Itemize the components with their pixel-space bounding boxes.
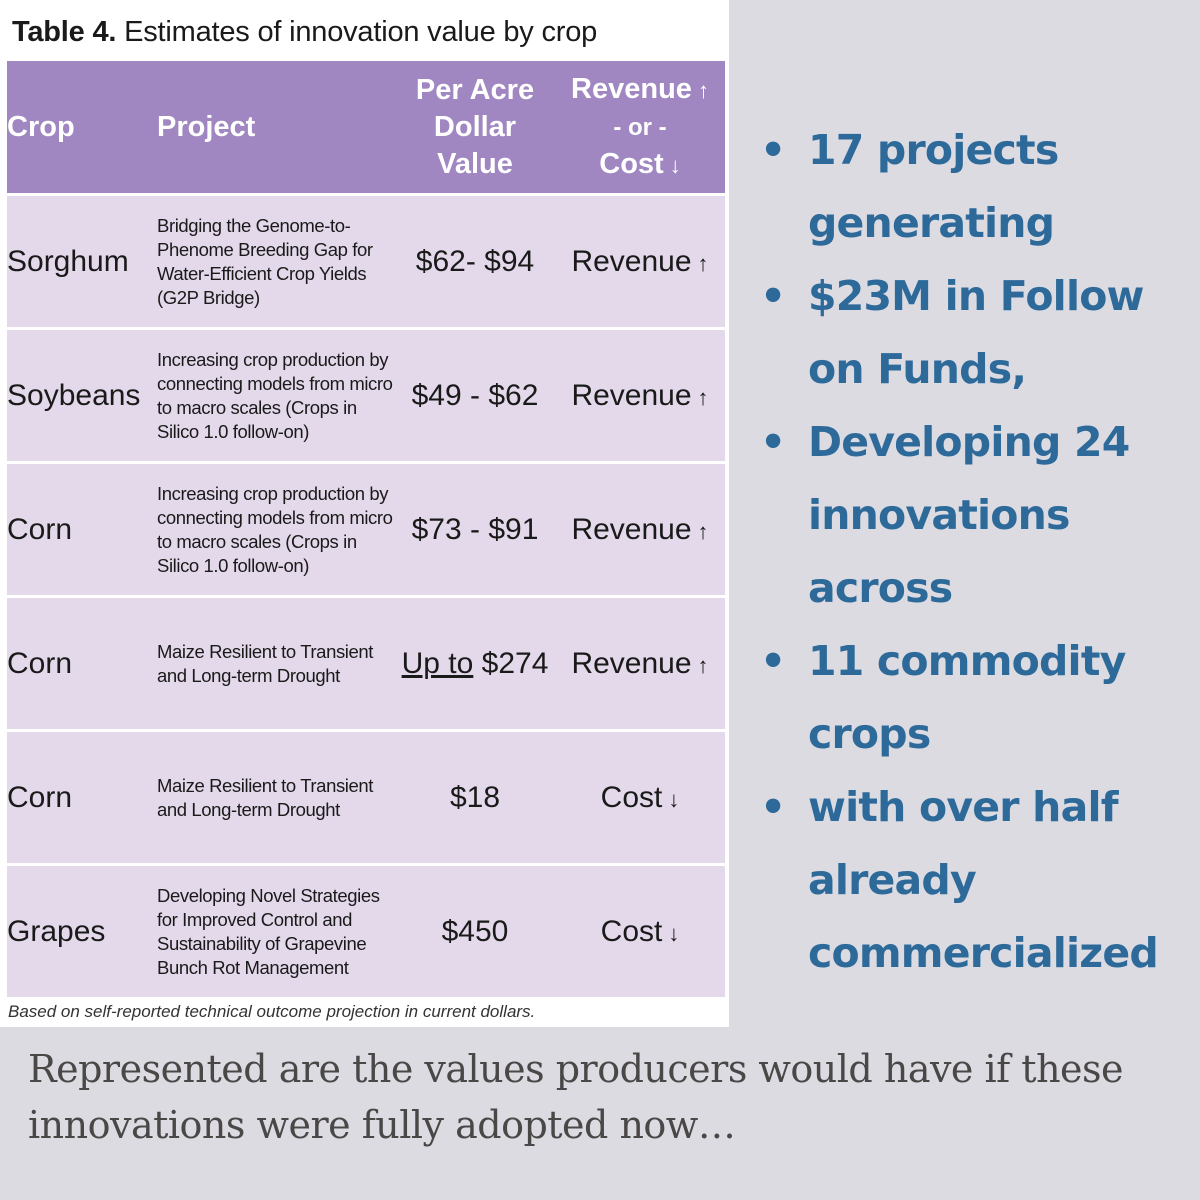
- header-cost-label: Cost: [599, 148, 663, 180]
- table-row: Corn Maize Resilient to Transient and Lo…: [7, 729, 725, 863]
- caption-text: Represented are the values producers wou…: [28, 1041, 1178, 1153]
- table-row: Corn Increasing crop production by conne…: [7, 461, 725, 595]
- table-title: Table 4. Estimates of innovation value b…: [12, 16, 597, 49]
- cell-project: Bridging the Genome-to-Phenome Breeding …: [157, 193, 395, 327]
- cell-crop: Corn: [7, 595, 157, 729]
- list-item: 17 projects generating: [760, 114, 1190, 260]
- table-header-row: Crop Project Per Acre Dollar Value Reven…: [7, 61, 725, 193]
- cell-crop: Sorghum: [7, 193, 157, 327]
- cell-value: $49 - $62: [395, 327, 555, 461]
- cell-type-label: Revenue: [571, 647, 691, 680]
- cell-value-prefix: Up to: [402, 647, 474, 680]
- arrow-down-icon: ↓: [668, 921, 679, 946]
- cell-project: Increasing crop production by connecting…: [157, 461, 395, 595]
- cell-revenue-or-cost: Revenue ↑: [555, 193, 725, 327]
- cell-project: Maize Resilient to Transient and Long-te…: [157, 729, 395, 863]
- table-row: Corn Maize Resilient to Transient and Lo…: [7, 595, 725, 729]
- cell-revenue-or-cost: Cost ↓: [555, 729, 725, 863]
- table-panel: Table 4. Estimates of innovation value b…: [0, 0, 729, 1027]
- cell-project: Developing Novel Strategies for Improved…: [157, 863, 395, 997]
- table-title-text: Estimates of innovation value by crop: [124, 16, 597, 48]
- arrow-up-icon: ↑: [698, 385, 709, 410]
- list-item: with over half already commercialized: [760, 771, 1190, 990]
- header-rev-line1: Revenue ↑: [555, 71, 725, 109]
- cell-value: Up to $274: [395, 595, 555, 729]
- cell-crop: Corn: [7, 461, 157, 595]
- cell-revenue-or-cost: Revenue ↑: [555, 595, 725, 729]
- cell-type-label: Cost: [601, 781, 663, 814]
- list-item: 11 commodity crops: [760, 625, 1190, 771]
- header-value-line2: Dollar: [395, 109, 555, 146]
- cell-type-label: Revenue: [571, 513, 691, 546]
- cell-revenue-or-cost: Revenue ↑: [555, 461, 725, 595]
- cell-crop: Grapes: [7, 863, 157, 997]
- header-rev-line2: - or -: [555, 109, 725, 146]
- table-title-label: Table 4.: [12, 16, 116, 48]
- table-row: Sorghum Bridging the Genome-to-Phenome B…: [7, 193, 725, 327]
- table-row: Grapes Developing Novel Strategies for I…: [7, 863, 725, 997]
- header-rev-line3: Cost ↓: [555, 146, 725, 184]
- cell-revenue-or-cost: Cost ↓: [555, 863, 725, 997]
- arrow-down-icon: ↓: [670, 153, 681, 178]
- arrow-up-icon: ↑: [698, 653, 709, 678]
- cell-value-amount: $274: [482, 647, 549, 680]
- list-item: Developing 24 innovations across: [760, 406, 1190, 625]
- header-crop: Crop: [7, 61, 157, 193]
- table-footnote: Based on self-reported technical outcome…: [8, 1002, 535, 1022]
- cell-revenue-or-cost: Revenue ↑: [555, 327, 725, 461]
- cell-value: $73 - $91: [395, 461, 555, 595]
- cell-project: Maize Resilient to Transient and Long-te…: [157, 595, 395, 729]
- cell-type-label: Cost: [601, 915, 663, 948]
- cell-project: Increasing crop production by connecting…: [157, 327, 395, 461]
- innovation-value-table: Crop Project Per Acre Dollar Value Reven…: [7, 61, 725, 997]
- header-value-line1: Per Acre: [395, 72, 555, 109]
- highlights-list: 17 projects generating $23M in Follow on…: [760, 114, 1190, 990]
- cell-crop: Soybeans: [7, 327, 157, 461]
- list-item: $23M in Follow on Funds,: [760, 260, 1190, 406]
- header-project: Project: [157, 61, 395, 193]
- table-row: Soybeans Increasing crop production by c…: [7, 327, 725, 461]
- cell-crop: Corn: [7, 729, 157, 863]
- cell-value: $62- $94: [395, 193, 555, 327]
- header-revenue-label: Revenue: [571, 73, 692, 105]
- arrow-down-icon: ↓: [668, 787, 679, 812]
- header-per-acre-value: Per Acre Dollar Value: [395, 61, 555, 193]
- arrow-up-icon: ↑: [698, 78, 709, 103]
- arrow-up-icon: ↑: [698, 251, 709, 276]
- arrow-up-icon: ↑: [698, 519, 709, 544]
- cell-value: $18: [395, 729, 555, 863]
- header-value-line3: Value: [395, 146, 555, 183]
- cell-value: $450: [395, 863, 555, 997]
- header-revenue-or-cost: Revenue ↑ - or - Cost ↓: [555, 61, 725, 193]
- cell-type-label: Revenue: [571, 245, 691, 278]
- cell-type-label: Revenue: [571, 379, 691, 412]
